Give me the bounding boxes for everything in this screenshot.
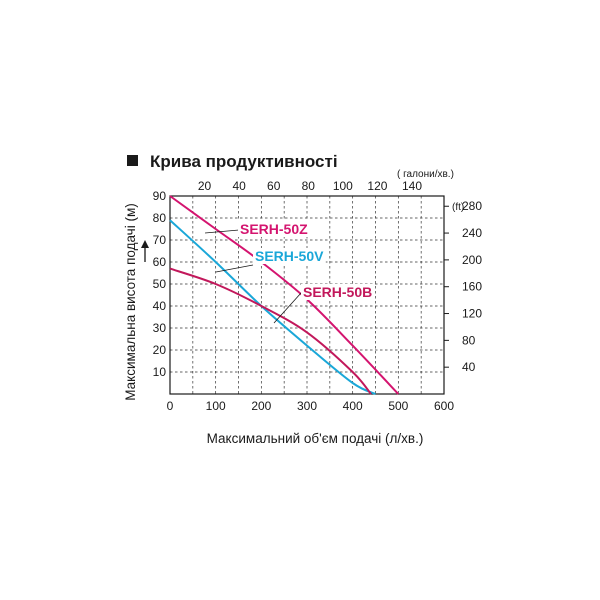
right-tick-label: 240 [462,226,482,240]
right-tick-label: 80 [462,333,476,347]
top-tick-label: 80 [302,179,316,193]
series-line-serh-50v [169,219,376,395]
x-tick-label: 500 [388,399,408,413]
x-tick-label: 200 [251,399,271,413]
title-bullet-square [127,155,138,166]
top-tick-labels: 20 40 60 80 100 120 140 [198,179,422,193]
top-tick-label: 120 [367,179,387,193]
series-label-serh-50b: SERH-50B [303,284,372,300]
y-tick-label: 70 [153,233,167,247]
series-line-serh-50z [169,195,400,395]
series-label-leader [215,264,254,273]
top-tick-label: 60 [267,179,281,193]
series-labels: SERH-50Z SERH-50V SERH-50B [204,221,374,324]
x-tick-label: 0 [167,399,174,413]
y-axis-label: Максимальна висота подачі (м) [123,203,138,400]
right-tick-label: 120 [462,307,482,321]
x-tick-label: 100 [206,399,226,413]
series-label-serh-50z: SERH-50Z [240,221,308,237]
series-label-backdrop [238,221,311,237]
series-label-serh-50v: SERH-50V [255,248,324,264]
y-tick-label: 40 [153,299,167,313]
plot-frame [169,195,445,395]
y-tick-label: 30 [153,321,167,335]
x-tick-label: 400 [343,399,363,413]
right-tick-label: 160 [462,280,482,294]
y-axis-arrow [141,240,149,262]
series-label-leader [204,229,240,234]
y-tick-label: 60 [153,255,167,269]
y-tick-label: 10 [153,365,167,379]
y-tick-labels: 10 20 30 40 50 60 70 80 90 [153,189,167,379]
top-tick-label: 100 [333,179,353,193]
y-tick-label: 90 [153,189,167,203]
grid-lines [170,196,444,394]
chart-title: Крива продуктивності [150,152,338,171]
right-tick-label: 280 [462,199,482,213]
right-tick-label: 40 [462,360,476,374]
series-label-backdrop [301,284,374,300]
series-label-backdrop [253,248,326,264]
series-lines [169,195,400,395]
top-tick-label: 140 [402,179,422,193]
series-label-leader [273,292,302,324]
x-tick-label: 300 [297,399,317,413]
series-line-serh-50b [169,267,372,395]
right-tick-label: 200 [462,253,482,267]
x-axis-label: Максимальний об'єм подачі (л/хв.) [207,431,424,446]
y-tick-label: 80 [153,211,167,225]
x-tick-label: 600 [434,399,454,413]
x-tick-labels: 0 100 200 300 400 500 600 [167,399,455,413]
top-tick-label: 40 [232,179,246,193]
right-axis-unit-label: (ft) [452,202,464,213]
y-tick-label: 20 [153,343,167,357]
top-axis-unit-label: ( галони/хв.) [397,169,454,180]
top-tick-label: 20 [198,179,212,193]
right-tick-labels: 40 80 120 160 200 240 280 [444,199,482,374]
y-tick-label: 50 [153,277,167,291]
